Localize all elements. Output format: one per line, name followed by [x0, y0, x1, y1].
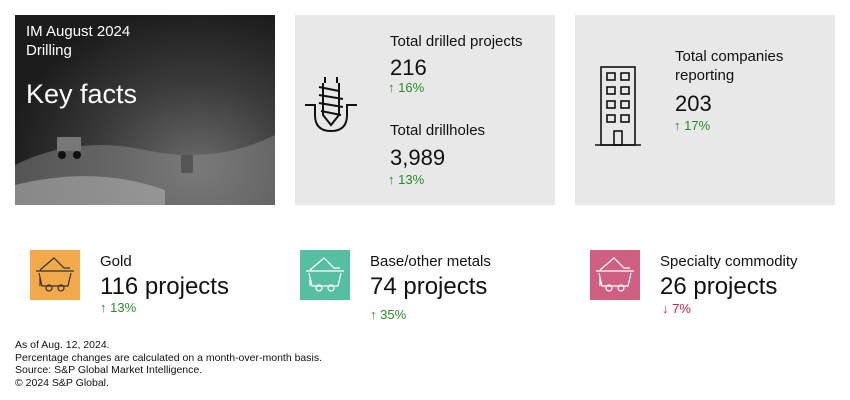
report-title: IM August 2024 Drilling: [26, 23, 131, 59]
footnote-copyright: © 2024 S&P Global.: [15, 376, 109, 389]
building-icon: [595, 66, 641, 146]
holes-value: 3,989: [390, 145, 446, 170]
base-metals-label: Base/other metals: [370, 253, 491, 270]
specialty-value: 26 projects: [660, 273, 778, 300]
footnote-source: Source: S&P Global Market Intelligence.: [15, 364, 203, 376]
gold-value: 116 projects: [100, 273, 229, 300]
holes-label: Total drillholes: [390, 122, 486, 139]
companies-value: 203: [675, 91, 712, 116]
companies-panel: Total companies reporting 203 ↑ 17%: [575, 15, 835, 205]
gold-change: ↑ 13%: [100, 300, 137, 315]
projects-label: Total drilled projects: [390, 33, 523, 50]
specialty-mine-cart-icon: [590, 250, 640, 300]
page-title: Key facts: [26, 79, 138, 109]
projects-change: ↑ 16%: [388, 80, 425, 95]
base-metals-change: ↑ 35%: [370, 307, 407, 322]
gold-mine-cart-icon: [30, 250, 80, 300]
footnote-basis: Percentage changes are calculated on a m…: [15, 351, 323, 364]
footnotes: As of Aug. 12, 2024. Percentage changes …: [15, 339, 322, 389]
base-metals-mine-cart-icon: [300, 250, 350, 300]
footnote-date: As of Aug. 12, 2024.: [15, 339, 110, 351]
holes-change: ↑ 13%: [388, 172, 425, 187]
drill-icon: [305, 77, 357, 133]
header-photo: IM August 2024 Drilling Key facts: [15, 15, 275, 205]
specialty-change: ↓ 7%: [662, 301, 691, 316]
mine-photo-illustration: [15, 135, 275, 205]
base-metals-value: 74 projects: [370, 273, 488, 300]
companies-label: Total companies reporting: [675, 48, 784, 84]
projects-value: 216: [390, 55, 427, 80]
specialty-label: Specialty commodity: [660, 253, 798, 270]
drilling-panel: Total drilled projects 216 ↑ 16% Total d…: [295, 15, 555, 205]
companies-change: ↑ 17%: [674, 118, 711, 133]
gold-label: Gold: [100, 253, 132, 270]
